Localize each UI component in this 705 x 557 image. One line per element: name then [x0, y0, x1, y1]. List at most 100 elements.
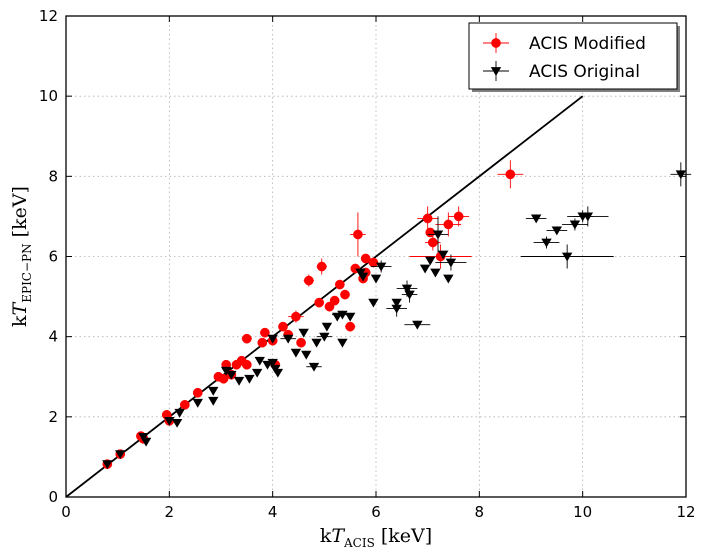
original-point [174, 408, 185, 418]
original-point [208, 386, 219, 396]
original-point [561, 252, 573, 262]
modified-point [260, 327, 270, 338]
modified-point [241, 333, 252, 344]
modified-point [360, 253, 371, 264]
original-point [321, 322, 333, 332]
modified-point [303, 275, 314, 286]
original-point [244, 374, 255, 384]
modified-point [453, 211, 464, 222]
original-point [541, 238, 552, 248]
modified-point [427, 237, 438, 248]
axis-labels: kTACIS [keV] kTEPIC−PN [keV] [9, 186, 432, 550]
original-point [391, 304, 402, 314]
modified-point [179, 399, 190, 410]
original-point [208, 396, 219, 406]
x-tick-label: 12 [676, 503, 695, 521]
original-point [267, 334, 278, 344]
modified-point [278, 321, 288, 332]
original-point [445, 258, 457, 268]
original-point [140, 437, 152, 447]
y-tick-label: 12 [39, 7, 58, 25]
original-point [308, 362, 320, 372]
modified-point [368, 257, 379, 268]
legend-box [468, 22, 678, 90]
original-point [412, 320, 423, 330]
x-tick-label: 10 [573, 503, 592, 521]
original-point [337, 310, 348, 320]
legend-marker [490, 67, 502, 76]
original-point [569, 220, 581, 230]
legend-label: ACIS Modified [529, 34, 646, 54]
modified-point [425, 227, 436, 238]
modified-point [316, 261, 327, 272]
modified-point [443, 219, 454, 230]
original-point [251, 368, 263, 378]
original-point [298, 328, 309, 338]
original-point [290, 348, 302, 358]
series-acis-original [102, 162, 692, 470]
original-point [311, 338, 322, 348]
y-tick-label: 4 [48, 328, 58, 346]
x-axis-label: kTACIS [keV] [320, 525, 432, 550]
modified-point [505, 169, 516, 180]
original-point [425, 256, 436, 266]
legend-marker [491, 38, 501, 48]
original-point [582, 212, 594, 222]
y-axis-label: kTEPIC−PN [keV] [9, 186, 34, 327]
original-point [226, 370, 237, 380]
modified-point [314, 297, 325, 308]
data-points-layer [102, 160, 692, 470]
original-point [164, 416, 175, 426]
original-point [301, 350, 312, 360]
original-point [404, 290, 415, 300]
axis-ticks: 0 2 4 6 8 10 12 0 2 4 6 8 10 12 [39, 7, 696, 521]
x-tick-label: 6 [371, 503, 381, 521]
modified-point [422, 213, 433, 224]
original-point [337, 338, 348, 348]
y-tick-label: 6 [48, 248, 58, 266]
original-point [437, 250, 449, 260]
x-tick-label: 8 [475, 503, 485, 521]
original-point [432, 230, 444, 240]
x-tick-label: 2 [165, 503, 175, 521]
modified-point [291, 311, 301, 322]
original-point [171, 418, 183, 428]
original-point [282, 334, 294, 344]
modified-point [218, 373, 229, 384]
y-tick-label: 8 [48, 167, 58, 185]
series-acis-modified [102, 160, 524, 469]
original-point [357, 272, 369, 282]
original-point [530, 214, 542, 224]
original-point [551, 226, 563, 236]
original-point [267, 358, 278, 368]
modified-point [329, 295, 340, 306]
reference-line [65, 95, 584, 498]
original-point [102, 460, 113, 470]
original-point [254, 356, 265, 366]
original-point [370, 274, 382, 284]
original-point [375, 262, 387, 272]
original-point [675, 170, 687, 180]
modified-point [241, 359, 252, 370]
original-point [233, 376, 245, 386]
original-point [368, 298, 379, 308]
modified-point [296, 337, 306, 348]
legend-label: ACIS Original [529, 62, 640, 82]
original-point [220, 366, 232, 376]
y-tick-label: 0 [48, 488, 58, 506]
original-point [430, 268, 441, 278]
original-point [443, 274, 454, 284]
x-tick-label: 4 [268, 503, 278, 521]
y-tick-label: 10 [39, 87, 58, 105]
original-point [419, 264, 431, 274]
x-tick-label: 0 [61, 503, 71, 521]
original-point [319, 332, 330, 342]
modified-point [257, 337, 268, 348]
modified-point [345, 321, 356, 332]
modified-point [340, 289, 350, 300]
y-tick-label: 2 [48, 408, 58, 426]
original-point [272, 368, 284, 378]
modified-point [353, 229, 363, 240]
original-point [138, 432, 149, 442]
